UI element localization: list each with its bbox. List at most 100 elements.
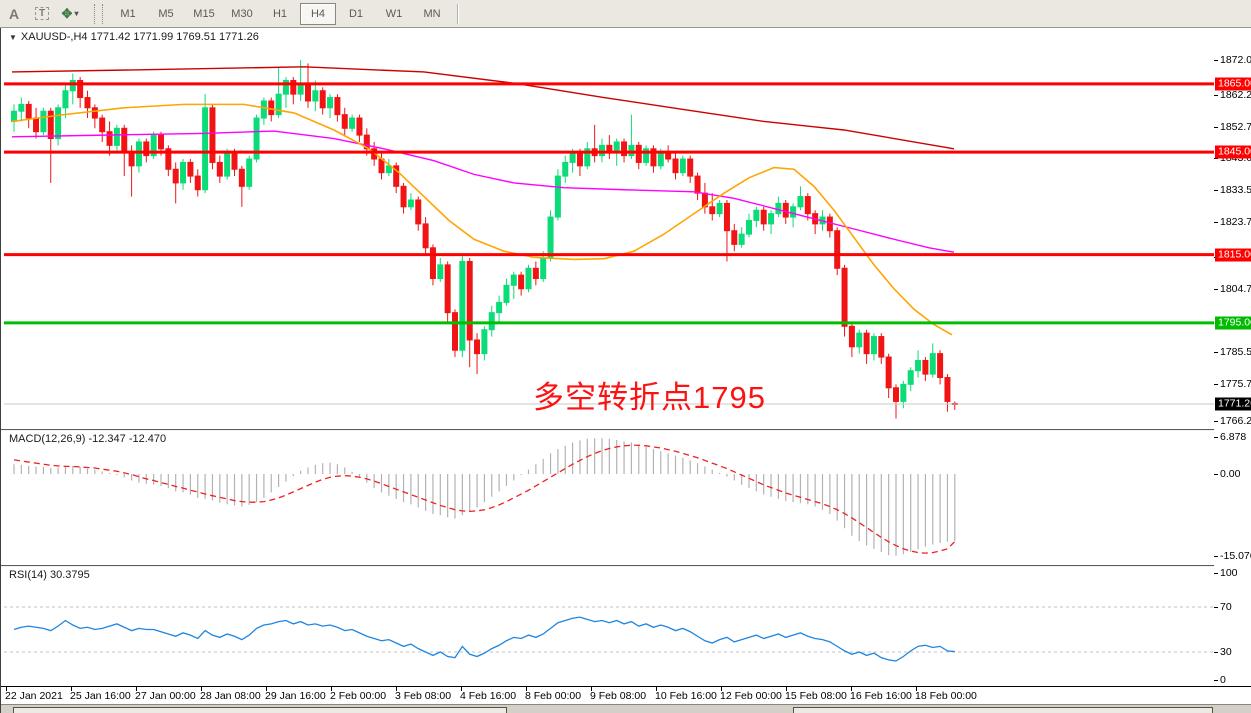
axis-tick <box>1214 421 1218 422</box>
price-tick-label: 1852.75 <box>1220 121 1251 133</box>
price-chart-panel[interactable]: ▼ XAUUSD-,H4 1771.42 1771.99 1769.51 1771… <box>1 28 1251 430</box>
axis-tick <box>1214 680 1218 681</box>
macd-tick-label: 6.878 <box>1220 431 1247 443</box>
price-tick-label: 1833.50 <box>1220 184 1251 196</box>
draw-tools-icon[interactable]: ✥ ▾ <box>57 3 83 25</box>
time-tick <box>461 687 462 691</box>
time-label: 8 Feb 00:00 <box>525 690 582 702</box>
chart-title-text: XAUUSD-,H4 1771.42 1771.99 1769.51 1771.… <box>20 31 259 43</box>
price-level-chip: 1865.00 <box>1215 77 1251 91</box>
price-tick-label: 1785.50 <box>1220 346 1251 358</box>
price-level-chip: 1795.00 <box>1215 316 1251 330</box>
time-tick <box>266 687 267 691</box>
chevron-down-icon: ▾ <box>74 9 79 18</box>
time-label: 10 Feb 16:00 <box>655 690 717 702</box>
price-level-chip: 1771.26 <box>1215 397 1251 411</box>
time-tick <box>656 687 657 691</box>
time-label: 22 Jan 2021 <box>5 690 63 702</box>
price-tick-label: 1775.75 <box>1220 378 1251 390</box>
axis-tick <box>1214 474 1218 475</box>
timeframe-button-m5[interactable]: M5 <box>158 7 174 20</box>
price-level-chip: 1815.00 <box>1215 248 1251 262</box>
time-tick <box>71 687 72 691</box>
rsi-label: RSI(14) 30.3795 <box>9 569 90 581</box>
timeframe-button-m30[interactable]: M30 <box>231 7 253 20</box>
price-level-chip: 1845.00 <box>1215 145 1251 159</box>
bottom-tab[interactable] <box>13 707 507 713</box>
macd-tick-label: 0.00 <box>1220 468 1241 480</box>
time-tick <box>396 687 397 691</box>
time-label: 3 Feb 08:00 <box>395 690 452 702</box>
rsi-plot[interactable] <box>4 566 1214 685</box>
time-tick <box>786 687 787 691</box>
draw-tool-glyph: ✥ <box>61 5 73 21</box>
time-label: 15 Feb 08:00 <box>785 690 847 702</box>
text-label-tool-icon[interactable]: T <box>29 3 55 25</box>
rsi-tick-label: 30 <box>1220 646 1232 658</box>
price-tick-label: 1804.75 <box>1220 283 1251 295</box>
timeframe-button-mn[interactable]: MN <box>423 7 441 20</box>
axis-tick <box>1214 289 1218 290</box>
axis-tick <box>1214 60 1218 61</box>
text-tool-glyph: T <box>34 7 50 20</box>
macd-tick-label: -15.076 <box>1220 550 1251 562</box>
timeframe-button-group: M1 M5 M15 M30 H1 H4 D1 W1 MN <box>109 2 451 25</box>
price-tick-label: 1823.75 <box>1220 216 1251 228</box>
timeframe-button-m15[interactable]: M15 <box>193 7 215 20</box>
time-tick <box>526 687 527 691</box>
axis-tick <box>1214 158 1218 159</box>
time-label: 2 Feb 00:00 <box>330 690 387 702</box>
toolbar-separator <box>457 3 459 24</box>
time-label: 4 Feb 16:00 <box>460 690 517 702</box>
toolbar-grip-handle[interactable] <box>94 3 103 24</box>
axis-tick <box>1214 127 1218 128</box>
time-tick <box>136 687 137 691</box>
price-axis[interactable]: 1872.001862.251852.751843.001833.501823.… <box>1214 28 1251 686</box>
time-axis[interactable]: 22 Jan 2021 25 Jan 16:00 27 Jan 00:00 28 Ja… <box>1 686 1251 704</box>
time-label: 28 Jan 08:00 <box>200 690 261 702</box>
annotation-text[interactable]: 多空转折点1795 <box>533 380 766 415</box>
macd-panel[interactable]: MACD(12,26,9) -12.347 -12.470 <box>1 430 1251 566</box>
axis-tick <box>1214 437 1218 438</box>
font-tool-icon[interactable]: A <box>8 5 20 22</box>
time-label: 16 Feb 16:00 <box>850 690 912 702</box>
time-tick <box>591 687 592 691</box>
time-label: 12 Feb 00:00 <box>720 690 782 702</box>
rsi-tick-label: 0 <box>1220 674 1226 686</box>
time-tick <box>721 687 722 691</box>
rsi-panel[interactable]: RSI(14) 30.3795 <box>1 566 1251 686</box>
time-label: 9 Feb 08:00 <box>590 690 647 702</box>
time-tick <box>6 687 7 691</box>
axis-tick <box>1214 556 1218 557</box>
price-chart-plot[interactable] <box>4 28 1214 428</box>
price-tick-label: 1872.00 <box>1220 54 1251 66</box>
price-tick-label: 1766.25 <box>1220 415 1251 427</box>
collapse-triangle-icon[interactable]: ▼ <box>9 33 17 42</box>
macd-plot[interactable] <box>4 430 1214 564</box>
rsi-tick-label: 100 <box>1220 567 1238 579</box>
axis-tick <box>1214 190 1218 191</box>
price-tick-label: 1862.25 <box>1220 89 1251 101</box>
time-label: 29 Jan 16:00 <box>265 690 326 702</box>
time-tick <box>201 687 202 691</box>
chart-window: ▼ XAUUSD-,H4 1771.42 1771.99 1769.51 1771… <box>0 28 1251 713</box>
time-tick <box>331 687 332 691</box>
macd-label: MACD(12,26,9) -12.347 -12.470 <box>9 433 167 445</box>
bottom-dock-strip <box>1 704 1251 713</box>
axis-tick <box>1214 607 1218 608</box>
timeframe-button-h1[interactable]: H1 <box>272 7 288 20</box>
bottom-tab[interactable] <box>793 707 1213 713</box>
timeframe-button-d1[interactable]: D1 <box>348 7 364 20</box>
axis-tick <box>1214 652 1218 653</box>
chart-title: ▼ XAUUSD-,H4 1771.42 1771.99 1769.51 1771… <box>9 31 259 43</box>
timeframe-button-w1[interactable]: W1 <box>385 7 403 20</box>
time-label: 18 Feb 00:00 <box>915 690 977 702</box>
axis-tick <box>1214 384 1218 385</box>
time-label: 25 Jan 16:00 <box>70 690 131 702</box>
top-toolbar: A T ✥ ▾ M1 M5 M15 M30 H1 H4 D1 W1 MN <box>0 0 1251 28</box>
axis-tick <box>1214 352 1218 353</box>
rsi-tick-label: 70 <box>1220 601 1232 613</box>
timeframe-button-m1[interactable]: M1 <box>120 7 136 20</box>
timeframe-button-h4[interactable]: H4 <box>300 2 336 25</box>
